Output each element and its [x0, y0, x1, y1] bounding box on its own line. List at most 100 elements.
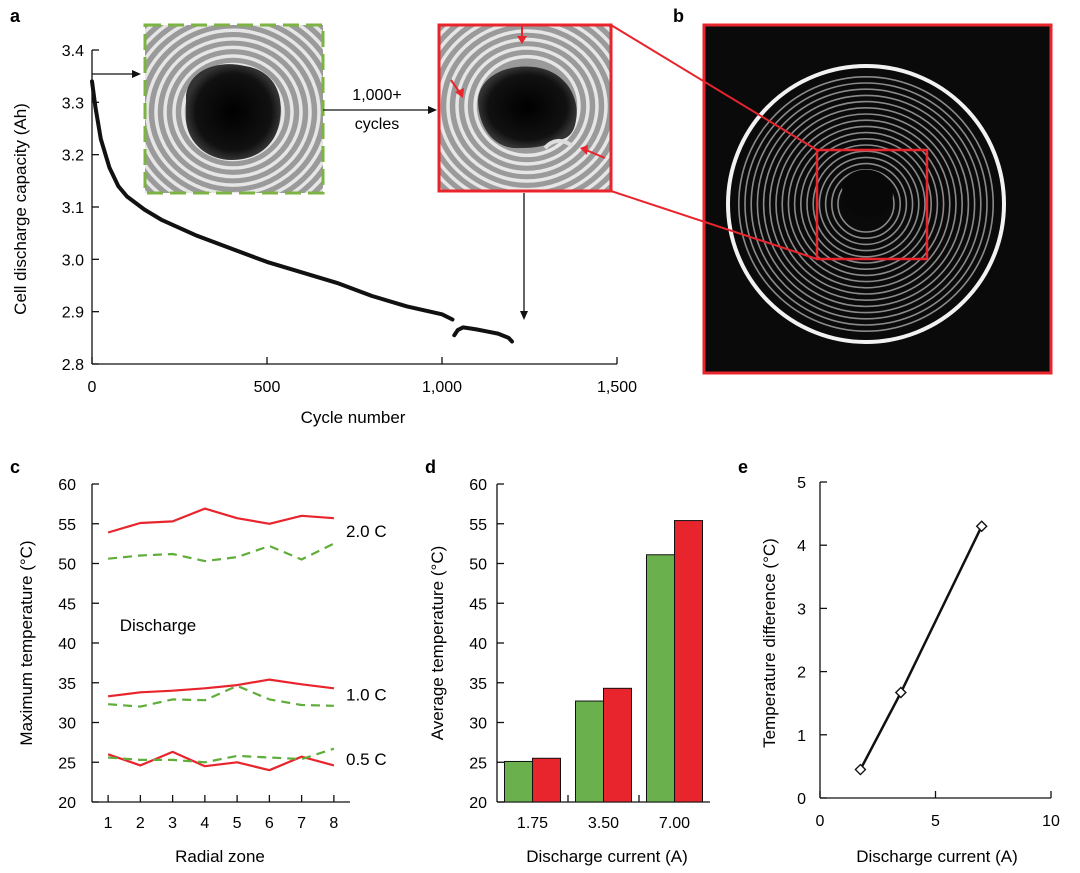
temperature-line-05C-solid	[107, 750, 335, 772]
zoom-connector-bottom	[610, 190, 818, 260]
diamond-marker-point	[854, 763, 867, 776]
panel-e-y-tick-label: 4	[797, 538, 806, 555]
inset-ring	[446, 29, 608, 183]
capacity-curve-segment-1	[90, 79, 455, 322]
panel-e-data	[854, 520, 988, 776]
diamond-marker-point	[894, 686, 907, 699]
panel-e-ylabel: Temperature difference (°C)	[760, 538, 779, 748]
ct-core-hole	[842, 169, 893, 217]
ct-ring	[806, 144, 926, 264]
ct-ring	[793, 131, 939, 277]
panel-a-y-tick-label: 3.2	[62, 148, 84, 165]
bar-1.75-1	[504, 760, 533, 803]
panel-c-y-tick-label: 25	[58, 755, 76, 772]
ct-ring	[762, 100, 970, 308]
temperature-line-10C-solid	[107, 678, 335, 698]
panel-c-y-tick-label: 30	[58, 716, 76, 733]
ct-ring	[781, 119, 951, 289]
inset-deformed-frame	[437, 23, 613, 193]
panel-e-x-tick-label: 10	[1042, 813, 1060, 830]
panel-d-x-tick-label: 7.00	[659, 815, 690, 832]
panel-e-y-tick-label: 0	[797, 791, 806, 808]
panel-d-y-tick-label: 25	[469, 755, 487, 772]
panel-a-arrows: 1,000+ cycles	[92, 70, 528, 320]
panel-c-y-tick-label: 60	[58, 477, 76, 494]
panel-a-chart: 2.8 2.9 3.0 3.1 3.2 3.3 3.4 0 500 1,000 1,500 Cycl…	[11, 43, 637, 427]
panel-a-x-tick-label: 1,500	[597, 379, 637, 396]
ct-zoom-box	[815, 148, 929, 261]
series-label-05C: 0.5 C	[346, 750, 387, 769]
ct-ring	[750, 88, 982, 320]
panel-label-c: c	[10, 457, 20, 477]
temperature-line-20C-solid	[107, 507, 334, 534]
panel-d-xlabel: Discharge current (A)	[526, 847, 688, 866]
inset-ring	[455, 37, 599, 175]
panel-c-y-tick-label: 20	[58, 795, 76, 812]
panel-d-y-tick-label: 20	[469, 795, 487, 812]
panel-c-x-tick-label: 3	[168, 815, 177, 832]
inset-ring	[145, 28, 321, 193]
panel-c-x-tick-label: 5	[233, 815, 242, 832]
panel-d-ylabel: Average temperature (°C)	[428, 546, 447, 741]
panel-a-data	[90, 79, 514, 344]
panel-c-x-tick-label: 1	[104, 815, 113, 832]
panel-c-y-tick-label: 45	[58, 596, 76, 613]
panel-a-y-tick-label: 3.4	[62, 43, 84, 60]
series-label-10C: 1.0 C	[346, 686, 387, 705]
panel-d-y-tick-label: 30	[469, 716, 487, 733]
panel-label-e: e	[738, 457, 748, 477]
bar-1.75-2	[532, 757, 561, 803]
temperature-difference-line	[859, 525, 983, 771]
zoom-connector-top	[610, 24, 818, 151]
panel-d-y-tick-label: 55	[469, 517, 487, 534]
panel-d-y-tick-label: 40	[469, 636, 487, 653]
panel-e-y-tick-label: 1	[797, 728, 806, 745]
inset-red-arrow-icon	[580, 145, 588, 155]
panel-e-y-tick-label: 5	[797, 475, 806, 492]
panel-c-xlabel: Radial zone	[175, 847, 265, 866]
panel-a-y-tick-label: 3.1	[62, 200, 84, 217]
panel-e-y-tick-label: 2	[797, 665, 806, 682]
bar-3.50-1	[575, 700, 604, 803]
ct-ring	[737, 76, 994, 332]
ct-ring	[818, 156, 914, 252]
panel-c-x-tick-label: 4	[200, 815, 209, 832]
inset-annotation-line2: cycles	[355, 116, 399, 133]
panel-label-d: d	[425, 457, 436, 477]
panel-c-y-tick-label: 40	[58, 636, 76, 653]
panel-c-x-tick-label: 7	[297, 815, 306, 832]
panel-a-y-tick-label: 2.8	[62, 357, 84, 374]
arrow-right-icon	[132, 70, 141, 78]
panel-a-y-tick-label: 2.9	[62, 305, 84, 322]
panel-c-x-tick-label: 6	[265, 815, 274, 832]
panel-b-ct-image	[610, 23, 1053, 375]
panel-e-x-tick-label: 0	[816, 813, 825, 830]
inset-red-arrow-icon	[455, 88, 464, 98]
panel-a-y-tick-label: 3.3	[62, 95, 84, 112]
series-label-20C: 2.0 C	[346, 522, 387, 541]
inset-ring	[464, 46, 590, 166]
inset-ring	[473, 54, 581, 158]
panel-e-axes: 0 1 2 3 4 5 0 5 10	[797, 475, 1060, 830]
panel-d-y-tick-label: 60	[469, 477, 487, 494]
inset-pristine-core	[143, 23, 325, 195]
inset-deformed-core	[437, 23, 613, 193]
ct-ring	[756, 94, 976, 314]
panel-d-data	[504, 520, 703, 803]
inset-annotation-line1: 1,000+	[352, 87, 401, 104]
panel-e-chart: 0 1 2 3 4 5 0 5 10 Discharge current (A) Tempera…	[760, 475, 1060, 866]
panel-c-y-tick-label: 55	[58, 517, 76, 534]
panel-e-x-tick-label: 5	[931, 813, 940, 830]
temperature-line-05C-dashed	[108, 747, 335, 764]
panel-a-axes: 2.8 2.9 3.0 3.1 3.2 3.3 3.4 0 500 1,000 1,500	[62, 43, 637, 396]
temperature-line-10C-dashed	[108, 684, 334, 708]
panel-a-x-tick-label: 500	[254, 379, 281, 396]
inset-ring	[154, 37, 312, 187]
panel-c-data: 2.0 C 1.0 C 0.5 C	[107, 507, 387, 772]
ct-ring	[768, 107, 963, 301]
ct-ring	[824, 162, 908, 246]
inset-ring	[163, 45, 303, 179]
